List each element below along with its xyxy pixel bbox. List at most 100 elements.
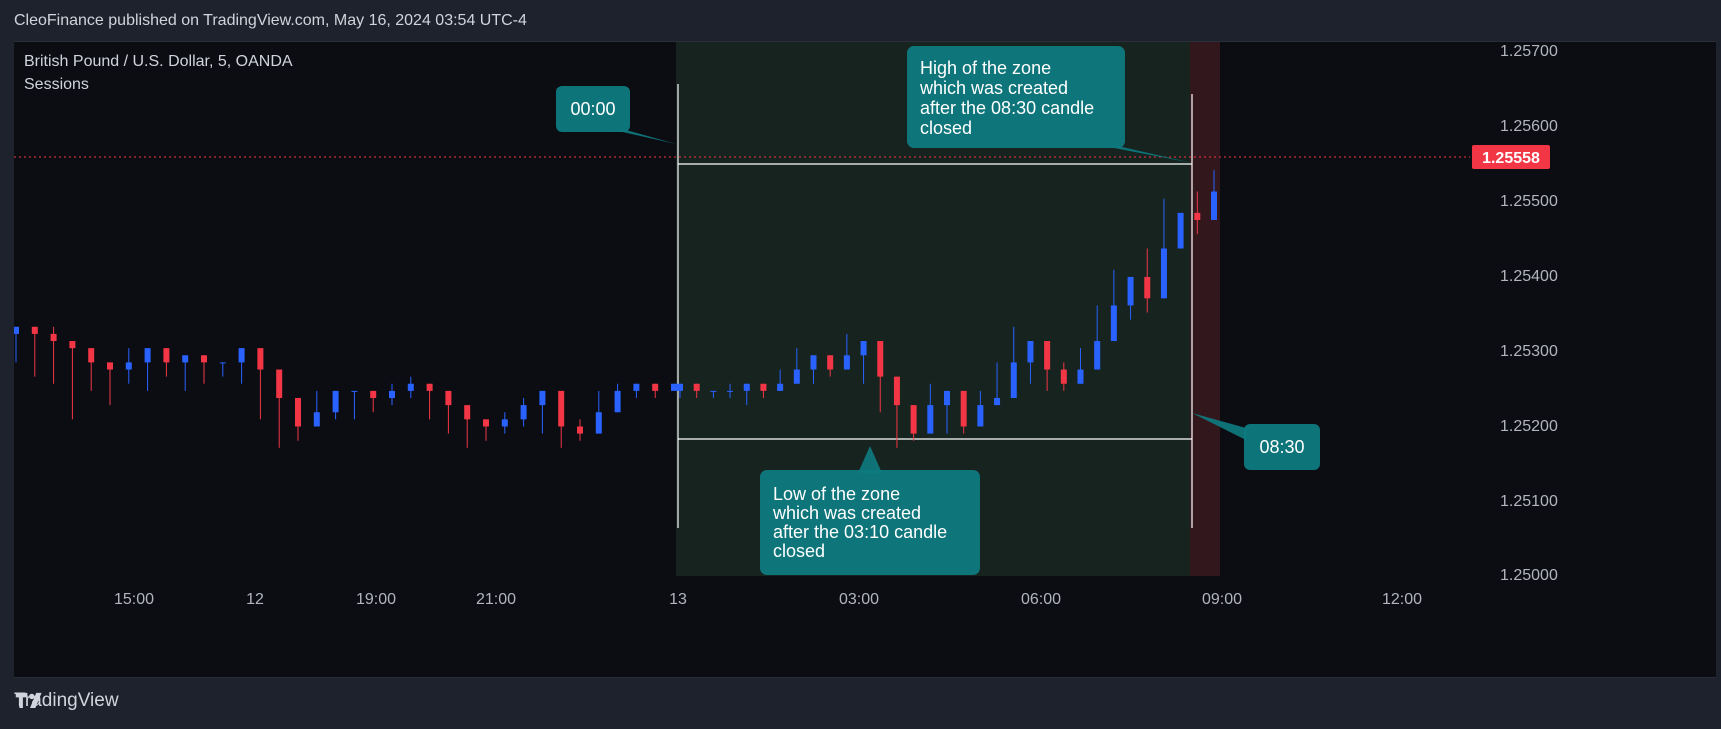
price-tick: 1.25100 — [1500, 493, 1558, 510]
bullish-candle — [860, 341, 867, 356]
indicator-name: Sessions — [24, 76, 89, 93]
high-callout-line-1: High of the zone — [920, 58, 1051, 78]
price-tick: 1.25300 — [1500, 343, 1558, 360]
start-callout: 00:00 — [556, 86, 676, 144]
price-tick: 1.25400 — [1500, 268, 1558, 285]
time-tick: 06:00 — [1021, 591, 1061, 608]
start-callout-label: 00:00 — [570, 99, 615, 119]
bullish-candle — [633, 383, 640, 391]
high-callout: High of the zone which was created after… — [907, 46, 1192, 163]
price-tick: 1.25200 — [1500, 418, 1558, 435]
bearish-candle — [50, 333, 57, 342]
high-callout-line-4: closed — [920, 118, 972, 138]
low-callout: Low of the zone which was created after … — [760, 446, 980, 575]
bullish-candle — [219, 362, 226, 364]
bullish-candle — [351, 390, 358, 392]
price-tick: 1.25700 — [1500, 43, 1558, 60]
bullish-candle — [614, 390, 621, 413]
bearish-candle — [201, 355, 207, 363]
bearish-candle — [257, 348, 264, 370]
bullish-candle — [1211, 191, 1217, 220]
bearish-candle — [295, 398, 301, 427]
start-callout-box — [556, 86, 630, 132]
bullish-candle — [14, 326, 19, 334]
bullish-candle — [238, 348, 245, 363]
bullish-candle — [144, 348, 151, 363]
end-callout-label: 08:30 — [1259, 437, 1304, 457]
bearish-candle — [1060, 369, 1067, 384]
bearish-candle — [652, 383, 659, 391]
bearish-candle — [426, 383, 433, 391]
bearish-candle — [577, 426, 583, 434]
bullish-candle — [944, 390, 950, 406]
attribution-text: CleoFinance published on TradingView.com… — [14, 12, 527, 29]
bearish-candle — [1194, 212, 1201, 220]
bullish-candle — [595, 412, 602, 434]
price-tick: 1.25600 — [1500, 118, 1558, 135]
bullish-candle — [1127, 276, 1134, 306]
last-price-label: 1.25558 — [1482, 150, 1540, 167]
bullish-candle — [389, 390, 395, 398]
bullish-candle — [977, 405, 984, 427]
time-tick: 15:00 — [114, 591, 154, 608]
time-tick: 12 — [246, 591, 264, 608]
end-callout: 08:30 — [1192, 413, 1320, 470]
bullish-candle — [677, 383, 683, 391]
bullish-candle — [927, 405, 934, 434]
bullish-candle — [1010, 362, 1017, 398]
bullish-candle — [520, 405, 527, 420]
time-tick: 03:00 — [839, 591, 879, 608]
bearish-candle — [107, 362, 113, 370]
price-tick: 1.25500 — [1500, 193, 1558, 210]
bullish-candle — [407, 383, 414, 391]
bearish-candle — [910, 405, 917, 434]
time-axis: 15:00 12 19:00 21:00 13 03:00 06:00 09:0… — [114, 591, 1422, 608]
bullish-candle — [994, 398, 1001, 406]
bearish-candle — [1144, 276, 1151, 299]
bearish-candle — [31, 326, 38, 334]
bullish-candle — [332, 390, 339, 413]
bearish-candle — [163, 348, 170, 363]
low-callout-line-1: Low of the zone — [773, 484, 900, 504]
bullish-candle — [743, 383, 750, 391]
bearish-candle — [558, 390, 565, 427]
bearish-candle — [445, 390, 452, 406]
bullish-candle — [125, 362, 132, 370]
low-callout-pointer — [858, 446, 882, 473]
last-price-tag: 1.25558 — [1472, 145, 1550, 169]
high-callout-line-2: which was created — [919, 78, 1068, 98]
time-tick: 13 — [669, 591, 687, 608]
bearish-candle — [893, 376, 900, 406]
bullish-candle — [843, 355, 850, 370]
footer-branding: TradingView — [14, 690, 119, 712]
bearish-candle — [1044, 341, 1051, 370]
bearish-candle — [370, 390, 377, 398]
low-callout-line-3: after the 03:10 candle — [773, 522, 947, 542]
bullish-candle — [710, 390, 717, 392]
high-callout-box — [907, 46, 1125, 148]
bearish-candle — [760, 383, 767, 391]
end-callout-pointer — [1192, 413, 1246, 440]
time-tick: 12:00 — [1382, 591, 1422, 608]
bullish-candle — [1077, 369, 1084, 384]
bearish-candle — [69, 341, 76, 349]
bearish-candle — [464, 405, 471, 420]
bearish-candle — [827, 355, 834, 370]
bullish-candle — [1027, 341, 1034, 363]
candlestick-chart[interactable]: 1.25700 1.25600 1.25500 1.25400 1.25300 … — [14, 42, 1716, 677]
bullish-candle — [1110, 305, 1117, 342]
bullish-candle — [501, 419, 508, 427]
tradingview-logo-icon — [15, 692, 42, 708]
bullish-candle — [727, 390, 734, 392]
bearish-candle — [693, 383, 700, 391]
bullish-candle — [1094, 341, 1101, 370]
bearish-candle — [877, 341, 884, 377]
time-tick: 09:00 — [1202, 591, 1242, 608]
bullish-candle — [810, 355, 817, 370]
bullish-candle — [793, 369, 800, 384]
bullish-candle — [777, 383, 784, 391]
bullish-candle — [1177, 212, 1184, 249]
chart-panel[interactable]: 1.25700 1.25600 1.25500 1.25400 1.25300 … — [14, 41, 1716, 678]
chart-legend: British Pound / U.S. Dollar, 5, OANDA Se… — [24, 53, 293, 93]
low-callout-line-2: which was created — [772, 503, 921, 523]
